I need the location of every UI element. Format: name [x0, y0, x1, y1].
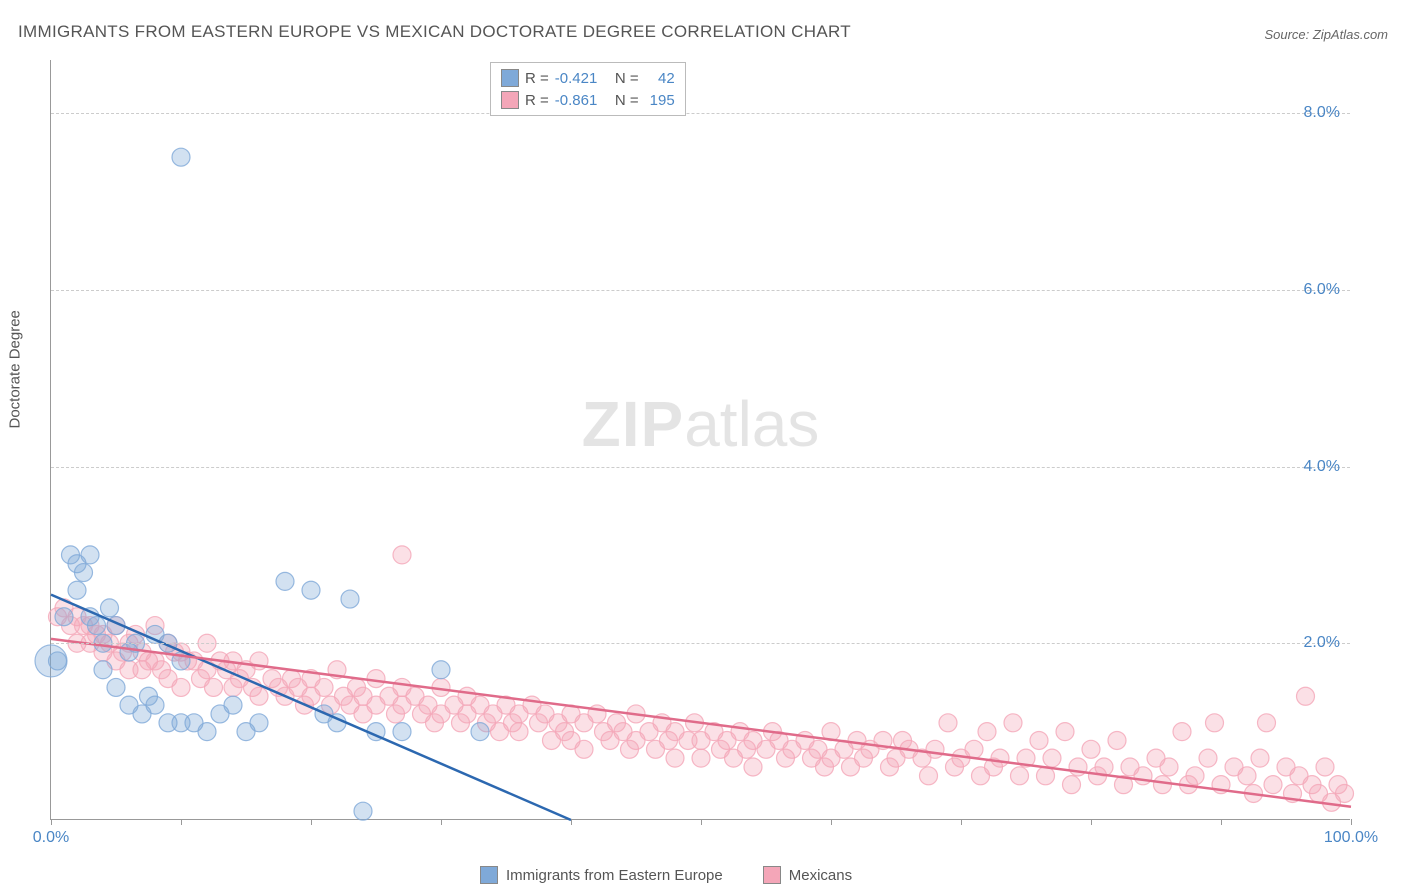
legend-label-a: Immigrants from Eastern Europe	[506, 867, 723, 884]
y-tick-label: 4.0%	[1304, 458, 1340, 476]
swatch-b	[501, 91, 519, 109]
n-value-a: 42	[645, 70, 675, 87]
plot-area: ZIPatlas 2.0%4.0%6.0%8.0%0.0%100.0%	[50, 60, 1350, 820]
bottom-legend: Immigrants from Eastern Europe Mexicans	[480, 866, 852, 884]
chart-svg	[51, 60, 1350, 819]
stats-legend: R = -0.421 N = 42 R = -0.861 N = 195	[490, 62, 686, 116]
legend-item-a: Immigrants from Eastern Europe	[480, 866, 723, 884]
n-value-b: 195	[645, 92, 675, 109]
legend-swatch-a	[480, 866, 498, 884]
r-value-b: -0.861	[555, 92, 605, 109]
chart-title: IMMIGRANTS FROM EASTERN EUROPE VS MEXICA…	[18, 22, 851, 42]
stats-row-b: R = -0.861 N = 195	[501, 89, 675, 111]
x-tick-label: 100.0%	[1324, 829, 1378, 847]
y-tick-label: 6.0%	[1304, 281, 1340, 299]
legend-item-b: Mexicans	[763, 866, 852, 884]
r-value-a: -0.421	[555, 70, 605, 87]
y-axis-label: Doctorate Degree	[7, 310, 24, 428]
y-tick-label: 2.0%	[1304, 634, 1340, 652]
x-tick-label: 0.0%	[33, 829, 69, 847]
source-attribution: Source: ZipAtlas.com	[1264, 27, 1388, 42]
stats-row-a: R = -0.421 N = 42	[501, 67, 675, 89]
legend-label-b: Mexicans	[789, 867, 852, 884]
swatch-a	[501, 69, 519, 87]
y-tick-label: 8.0%	[1304, 104, 1340, 122]
legend-swatch-b	[763, 866, 781, 884]
